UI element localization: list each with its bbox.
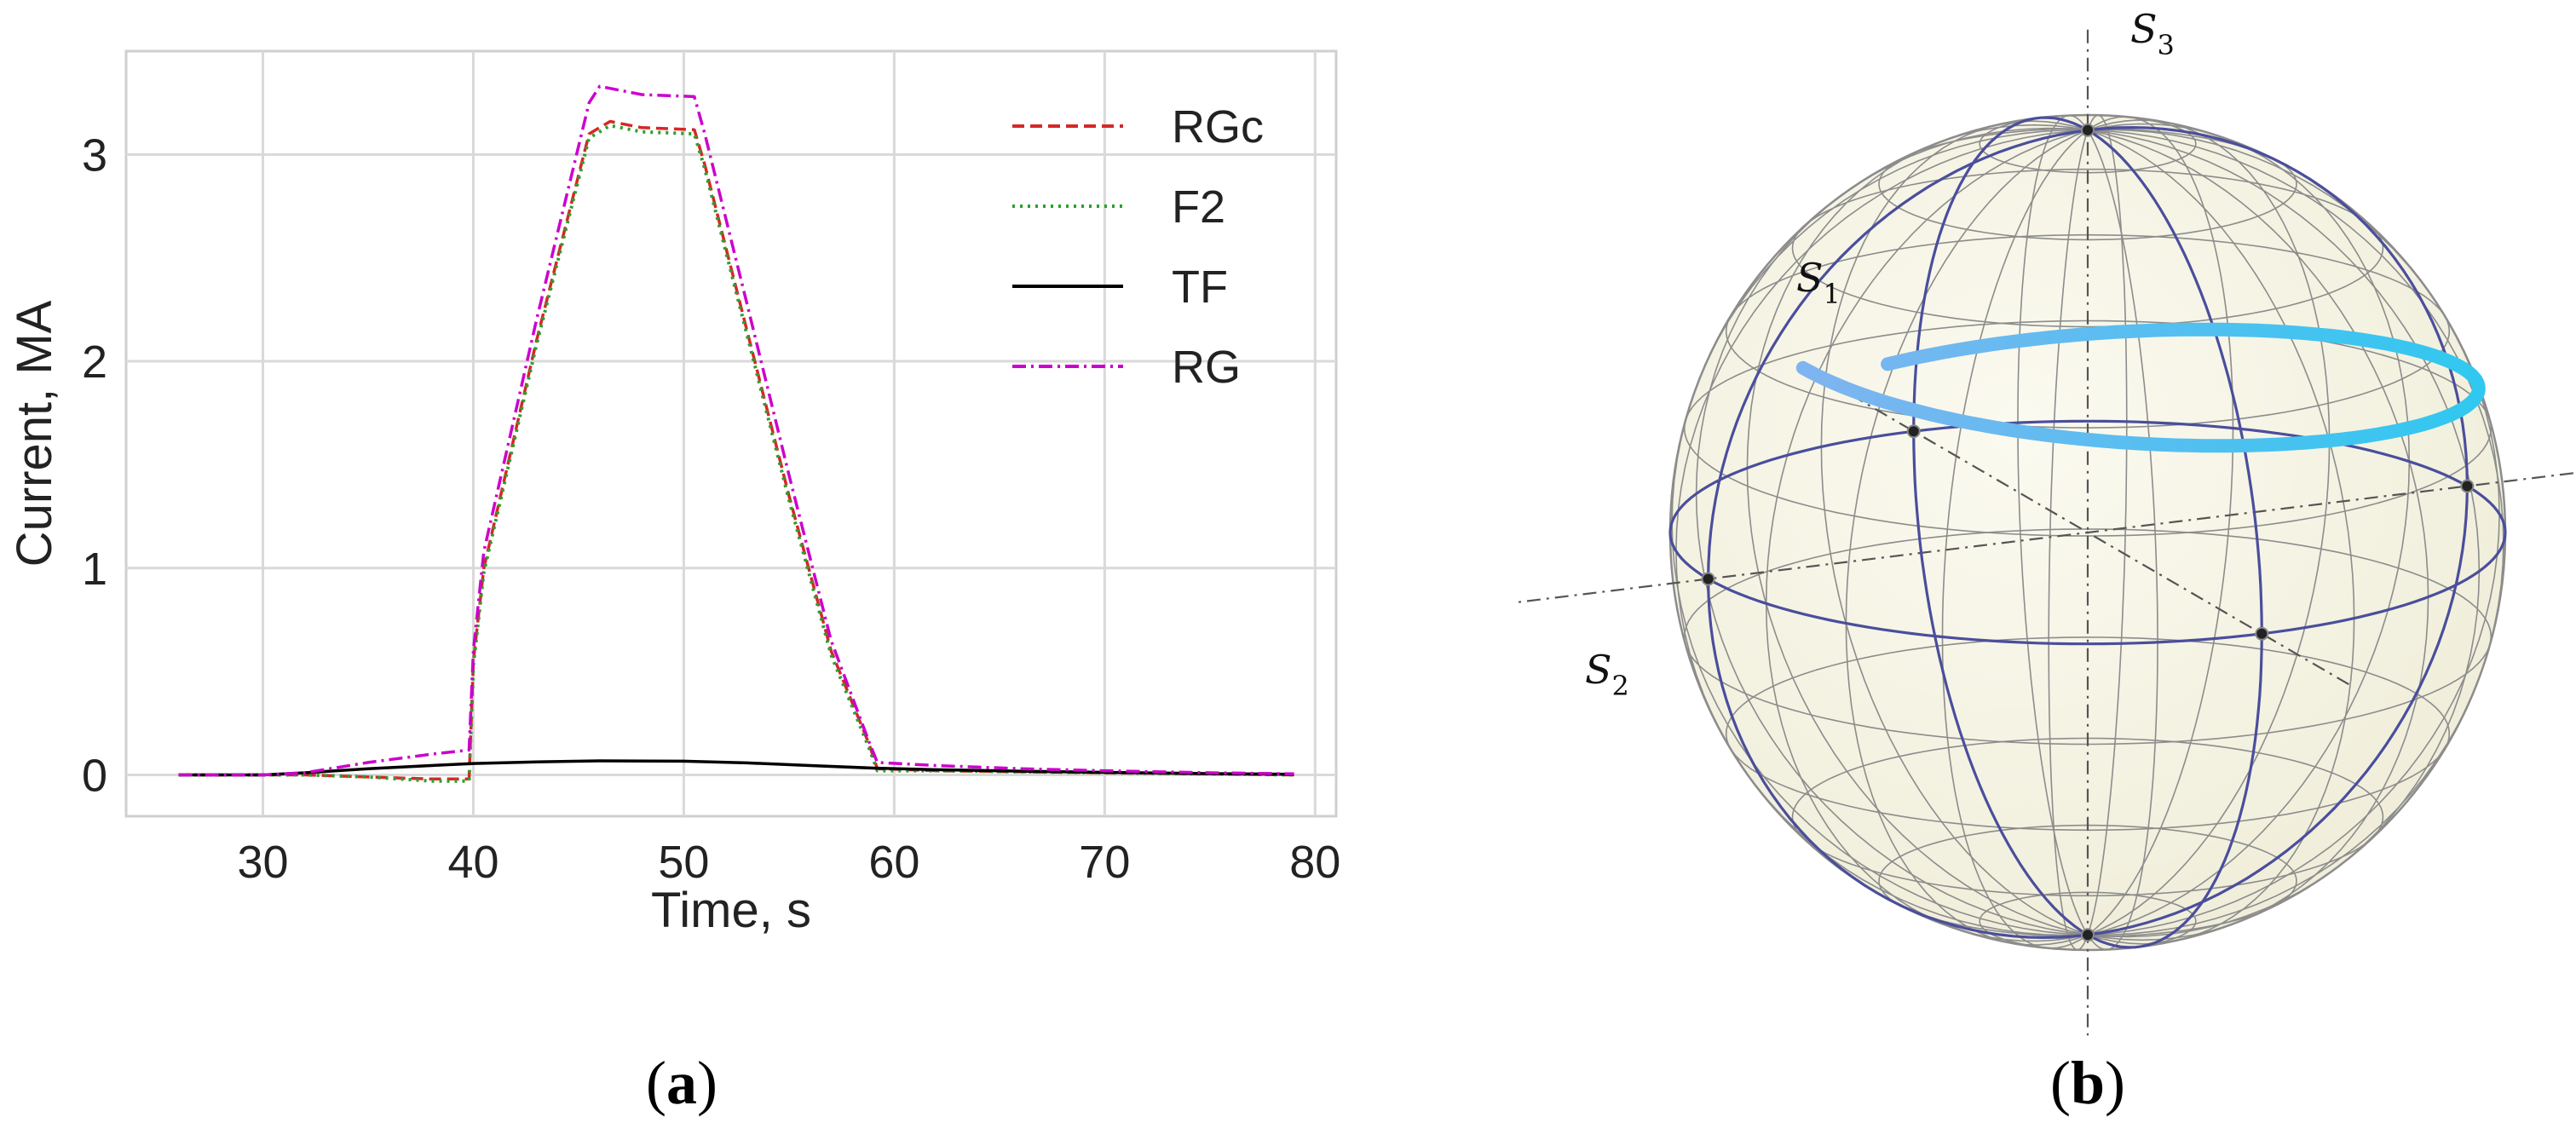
series-line-tf <box>178 759 1294 777</box>
legend-label: TF <box>1172 262 1228 313</box>
poincare-sphere: S3 S1 S2 <box>1518 6 2576 1036</box>
sphere-axis <box>1826 379 2349 686</box>
panel-label-b: (b) <box>2050 1049 2125 1117</box>
legend: RGc F2 TF RG <box>1012 101 1264 393</box>
axis-point <box>1701 572 1715 586</box>
sphere-axes <box>1518 29 2576 1036</box>
axis-point <box>2081 123 2095 137</box>
y-tick-label: 1 <box>82 544 107 595</box>
y-tick-label: 2 <box>82 337 107 388</box>
tick-labels: 30 40 50 60 70 80 0 1 2 3 <box>82 130 1340 888</box>
s1-axis-label: S1 <box>1796 255 1841 310</box>
y-tick-label: 0 <box>82 750 107 801</box>
axis-intersection-points <box>1701 123 2475 942</box>
x-tick-label: 60 <box>868 837 919 888</box>
polarization-trajectory <box>1795 322 2486 453</box>
x-tick-label: 70 <box>1079 837 1130 888</box>
s2-axis-label: S2 <box>1585 647 1629 702</box>
legend-label: RGc <box>1172 101 1264 153</box>
line-chart: 30 40 50 60 70 80 0 1 2 3 Time, s Current, MA RGc… <box>7 49 1340 938</box>
x-axis-label: Time, s <box>651 883 811 938</box>
x-tick-label: 50 <box>658 837 709 888</box>
panel-label-a: (a) <box>646 1049 717 1117</box>
axis-point <box>2255 626 2269 641</box>
s3-axis-label: S3 <box>2130 6 2175 61</box>
x-tick-label: 80 <box>1289 837 1340 888</box>
axis-point <box>2081 928 2095 942</box>
x-tick-label: 40 <box>447 837 498 888</box>
axis-point <box>1906 424 1921 439</box>
legend-label: RG <box>1172 342 1241 393</box>
axis-point <box>2460 479 2475 493</box>
plot-area <box>124 49 1338 818</box>
y-tick-label: 3 <box>82 130 107 181</box>
y-axis-label: Current, MA <box>7 300 62 567</box>
series-line-f2 <box>178 124 1294 783</box>
series-line-rg <box>178 84 1294 777</box>
series-group <box>178 84 1294 783</box>
x-tick-label: 30 <box>237 837 288 888</box>
legend-label: F2 <box>1172 181 1225 233</box>
